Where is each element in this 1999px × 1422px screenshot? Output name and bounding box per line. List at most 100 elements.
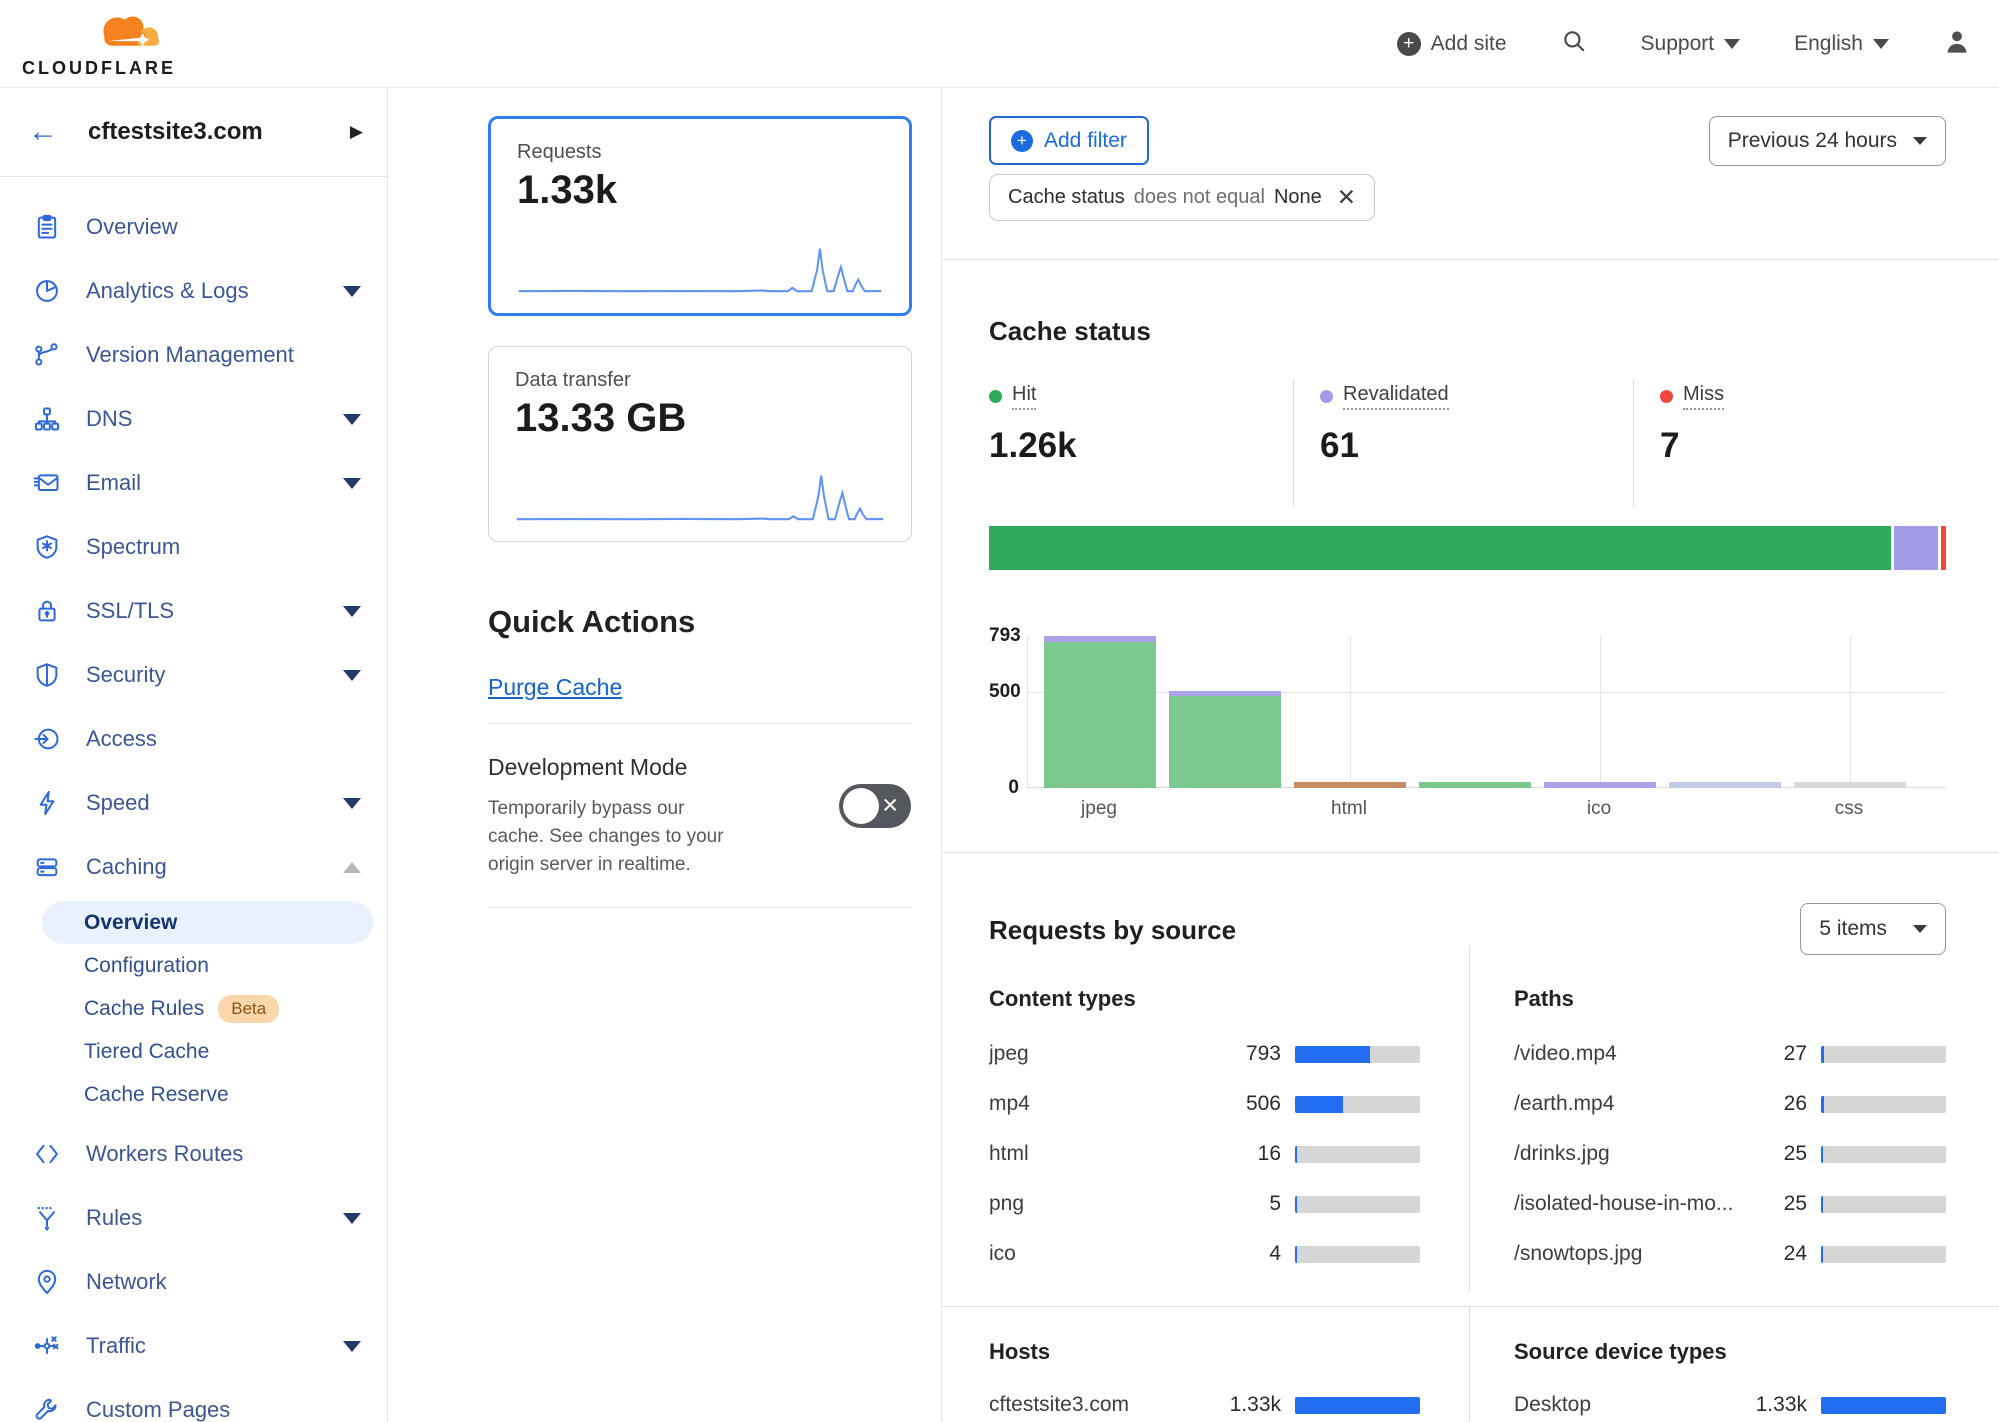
chart-bar-jpeg[interactable] — [1044, 636, 1156, 788]
legend-label[interactable]: Hit — [1012, 383, 1037, 410]
filter-operator: does not equal — [1133, 186, 1265, 208]
remove-filter-icon[interactable]: ✕ — [1336, 184, 1357, 210]
data-transfer-sparkline — [516, 475, 884, 521]
sidebar-item-label: Overview — [86, 214, 178, 239]
path-bar-track — [1821, 1045, 1946, 1063]
chart-bar-col2[interactable] — [1169, 691, 1281, 788]
chevron-right-icon[interactable]: ▶ — [349, 122, 363, 141]
gridline-500 — [1028, 692, 1946, 694]
sidebar-subitem-overview[interactable]: Overview — [42, 901, 373, 944]
device-bar-track — [1821, 1396, 1946, 1414]
share-nodes-icon — [32, 1331, 62, 1361]
cloudflare-logo[interactable]: CLOUDFLARE — [22, 11, 176, 77]
content-type-name: mp4 — [989, 1092, 1030, 1115]
legend-label[interactable]: Revalidated — [1343, 383, 1449, 410]
sidebar-item-network[interactable]: Network — [0, 1250, 387, 1314]
content-type-name: html — [989, 1142, 1029, 1165]
path-row[interactable]: /isolated-house-in-mo... 25 — [1514, 1192, 1946, 1216]
sidebar-item-label: Rules — [86, 1205, 143, 1230]
content-types-column: Content types jpeg 793 mp4 506 html 16 png 5 ico… — [989, 946, 1469, 1292]
beta-badge: Beta — [218, 994, 280, 1023]
top-nav: + Add site Support English — [1396, 27, 1971, 61]
content-type-row[interactable]: html 16 — [989, 1142, 1420, 1166]
sidebar-item-label: Speed — [86, 790, 150, 815]
sidebar-item-version-management[interactable]: Version Management — [0, 323, 387, 387]
sidebar-item-custom-pages[interactable]: Custom Pages — [0, 1378, 387, 1422]
shield-asterisk-icon — [32, 532, 62, 562]
device-row[interactable]: Desktop 1.33k — [1514, 1393, 1946, 1417]
sidebar-item-spectrum[interactable]: Spectrum — [0, 515, 387, 579]
chart-bar-col4[interactable] — [1419, 782, 1531, 788]
sidebar-item-caching[interactable]: Caching — [0, 835, 387, 899]
sidebar-item-label: Custom Pages — [86, 1397, 231, 1422]
content-type-row[interactable]: jpeg 793 — [989, 1042, 1420, 1066]
sidebar-subitem-configuration[interactable]: Configuration — [0, 944, 387, 987]
chart-bar-html[interactable] — [1294, 782, 1406, 788]
path-row[interactable]: /snowtops.jpg 24 — [1514, 1242, 1946, 1266]
sidebar-item-label: Analytics & Logs — [86, 278, 249, 303]
sidebar-subitem-cache-reserve[interactable]: Cache Reserve — [0, 1073, 387, 1116]
sidebar-item-ssl-tls[interactable]: SSL/TLS — [0, 579, 387, 643]
sidebar-item-rules[interactable]: Rules — [0, 1186, 387, 1250]
sidebar-item-speed[interactable]: Speed — [0, 771, 387, 835]
sidebar-subitem-cache-rules[interactable]: Cache Rules Beta — [0, 987, 387, 1030]
sidebar-subitem-tiered-cache[interactable]: Tiered Cache — [0, 1030, 387, 1073]
content-type-bar-track — [1295, 1145, 1420, 1163]
sidebar-item-workers-routes[interactable]: Workers Routes — [0, 1122, 387, 1186]
content-type-row[interactable]: png 5 — [989, 1192, 1420, 1216]
items-count-dropdown[interactable]: 5 items — [1800, 903, 1946, 955]
sidebar-subitem-label: Cache Reserve — [84, 1082, 229, 1106]
clipboard-icon — [32, 212, 62, 242]
devices-header: Source device types — [1514, 1339, 1727, 1364]
content-type-bar-fill — [1295, 1095, 1343, 1113]
account-button[interactable] — [1943, 27, 1971, 61]
content-type-row[interactable]: ico 4 — [989, 1242, 1420, 1266]
requests-metric-card[interactable]: Requests 1.33k — [488, 116, 912, 316]
add-site-button[interactable]: + Add site — [1396, 31, 1507, 56]
search-icon — [1561, 28, 1587, 60]
path-row[interactable]: /drinks.jpg 25 — [1514, 1142, 1946, 1166]
metrics-column: Requests 1.33k Data transfer 13.33 GB Qu… — [388, 88, 942, 1422]
path-row[interactable]: /earth.mp4 26 — [1514, 1092, 1946, 1116]
path-name: /isolated-house-in-mo... — [1514, 1192, 1734, 1215]
x-tick-jpeg: jpeg — [1081, 798, 1117, 819]
filter-chip: Cache status does not equal None ✕ — [989, 174, 1376, 221]
host-row[interactable]: cftestsite3.com 1.33k — [989, 1393, 1420, 1417]
sidebar-item-dns[interactable]: DNS — [0, 387, 387, 451]
sidebar-subitem-label: Overview — [84, 910, 178, 934]
sidebar-item-overview[interactable]: Overview — [0, 195, 387, 259]
sidebar-item-analytics-logs[interactable]: Analytics & Logs — [0, 259, 387, 323]
support-menu[interactable]: Support — [1641, 32, 1741, 56]
sidebar-item-traffic[interactable]: Traffic — [0, 1314, 387, 1378]
path-row[interactable]: /video.mp4 27 — [1514, 1042, 1946, 1066]
requests-value: 1.33k — [517, 168, 618, 212]
add-filter-button[interactable]: + Add filter — [989, 116, 1149, 165]
purge-cache-link[interactable]: Purge Cache — [488, 674, 623, 700]
chevron-down-icon — [343, 1340, 361, 1352]
sidebar-item-label: Workers Routes — [86, 1141, 244, 1166]
search-button[interactable] — [1561, 28, 1587, 60]
host-value: 1.33k — [1229, 1393, 1281, 1416]
content-type-row[interactable]: mp4 506 — [989, 1092, 1420, 1116]
hosts-header: Hosts — [989, 1339, 1051, 1364]
chart-bar-css[interactable] — [1794, 782, 1906, 788]
legend-label[interactable]: Miss — [1683, 383, 1725, 410]
data-transfer-metric-card[interactable]: Data transfer 13.33 GB — [488, 346, 912, 542]
chevron-down-icon — [1873, 38, 1889, 49]
back-arrow-icon[interactable]: ← — [28, 115, 58, 148]
sidebar-item-security[interactable]: Security — [0, 643, 387, 707]
chart-bar-ico[interactable] — [1544, 782, 1656, 788]
path-bar-fill — [1821, 1245, 1824, 1263]
path-name: /earth.mp4 — [1514, 1092, 1615, 1115]
development-mode-toggle[interactable]: ✕ — [839, 784, 911, 828]
time-range-label: Previous 24 hours — [1727, 129, 1897, 152]
sidebar-item-access[interactable]: Access — [0, 707, 387, 771]
sidebar-item-email[interactable]: Email — [0, 451, 387, 515]
language-menu[interactable]: English — [1794, 32, 1889, 56]
cache-status-title: Cache status — [989, 316, 1151, 346]
login-arrow-icon — [32, 724, 62, 754]
time-range-dropdown[interactable]: Previous 24 hours — [1708, 116, 1946, 166]
sidebar-item-label: Email — [86, 470, 142, 495]
chart-bar-col6[interactable] — [1669, 782, 1781, 788]
location-pin-icon — [32, 1267, 62, 1297]
